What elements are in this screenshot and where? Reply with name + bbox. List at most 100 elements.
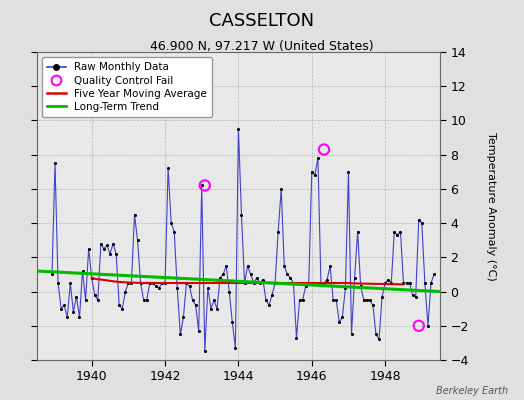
Point (406, 280, 414, 286)
Point (151, 283, 160, 290)
Point (292, 334, 301, 341)
Point (179, 314, 188, 320)
Point (308, 168, 316, 175)
Point (384, 276, 392, 283)
Point (216, 275, 224, 281)
Point (418, 220, 426, 226)
Point (323, 276, 331, 283)
Point (344, 168, 353, 175)
Point (372, 331, 380, 338)
Point (320, 146, 328, 153)
Point (210, 297, 218, 303)
Point (256, 280, 264, 286)
Point (347, 331, 356, 338)
Point (78, 268, 86, 274)
Point (402, 280, 411, 286)
Point (335, 319, 343, 326)
Point (75, 314, 84, 320)
Point (414, 322, 423, 329)
Point (381, 280, 389, 286)
Point (88, 275, 96, 281)
Point (283, 271, 291, 278)
Point (421, 280, 429, 286)
Point (329, 297, 337, 303)
Point (115, 302, 124, 308)
Point (326, 263, 334, 269)
Point (280, 263, 289, 269)
Point (198, 182, 206, 189)
Point (51, 160, 59, 166)
Point (354, 228, 362, 235)
Point (399, 280, 408, 286)
Point (271, 280, 279, 286)
Point (106, 251, 114, 257)
Point (301, 283, 310, 290)
Point (375, 336, 383, 343)
Point (369, 302, 377, 308)
Point (185, 283, 194, 290)
Point (81, 297, 90, 303)
Text: Berkeley Earth: Berkeley Earth (436, 386, 508, 396)
Point (430, 271, 438, 278)
Point (155, 285, 163, 291)
Point (356, 283, 365, 290)
Point (338, 314, 346, 320)
Point (424, 322, 432, 329)
Text: CASSELTON: CASSELTON (210, 12, 314, 30)
Point (241, 280, 249, 286)
Point (311, 172, 319, 178)
Point (261, 297, 270, 303)
Point (366, 297, 374, 303)
Point (378, 294, 386, 300)
Point (176, 331, 184, 338)
Point (134, 237, 142, 244)
Point (289, 280, 298, 286)
Point (253, 275, 261, 281)
Point (94, 297, 102, 303)
Point (274, 228, 282, 235)
Point (167, 220, 176, 226)
Point (320, 280, 328, 286)
Point (158, 280, 166, 286)
Point (124, 280, 133, 286)
Point (265, 302, 273, 308)
Point (91, 292, 99, 298)
Point (259, 276, 267, 283)
Point (109, 240, 117, 247)
Point (63, 314, 71, 320)
Point (286, 275, 294, 281)
Point (112, 251, 121, 257)
Point (121, 288, 129, 295)
Point (149, 280, 157, 286)
Point (387, 280, 396, 286)
Point (103, 242, 111, 248)
Point (96, 240, 105, 247)
Point (359, 297, 368, 303)
Point (427, 280, 435, 286)
Point (316, 280, 325, 286)
Point (246, 271, 255, 278)
Point (182, 280, 191, 286)
Point (351, 275, 359, 281)
Point (268, 292, 276, 298)
Point (249, 280, 258, 286)
Point (146, 280, 154, 286)
Point (393, 232, 401, 238)
Point (304, 280, 313, 286)
Point (299, 297, 307, 303)
Point (164, 165, 172, 172)
Point (136, 280, 145, 286)
Point (191, 302, 200, 308)
Point (127, 280, 136, 286)
Point (69, 309, 78, 315)
Point (411, 294, 420, 300)
Point (237, 211, 246, 218)
Point (201, 182, 209, 189)
Point (225, 288, 234, 295)
Point (341, 285, 350, 291)
Point (363, 297, 371, 303)
Point (170, 228, 178, 235)
Point (243, 263, 252, 269)
Point (54, 280, 62, 286)
Point (332, 297, 341, 303)
